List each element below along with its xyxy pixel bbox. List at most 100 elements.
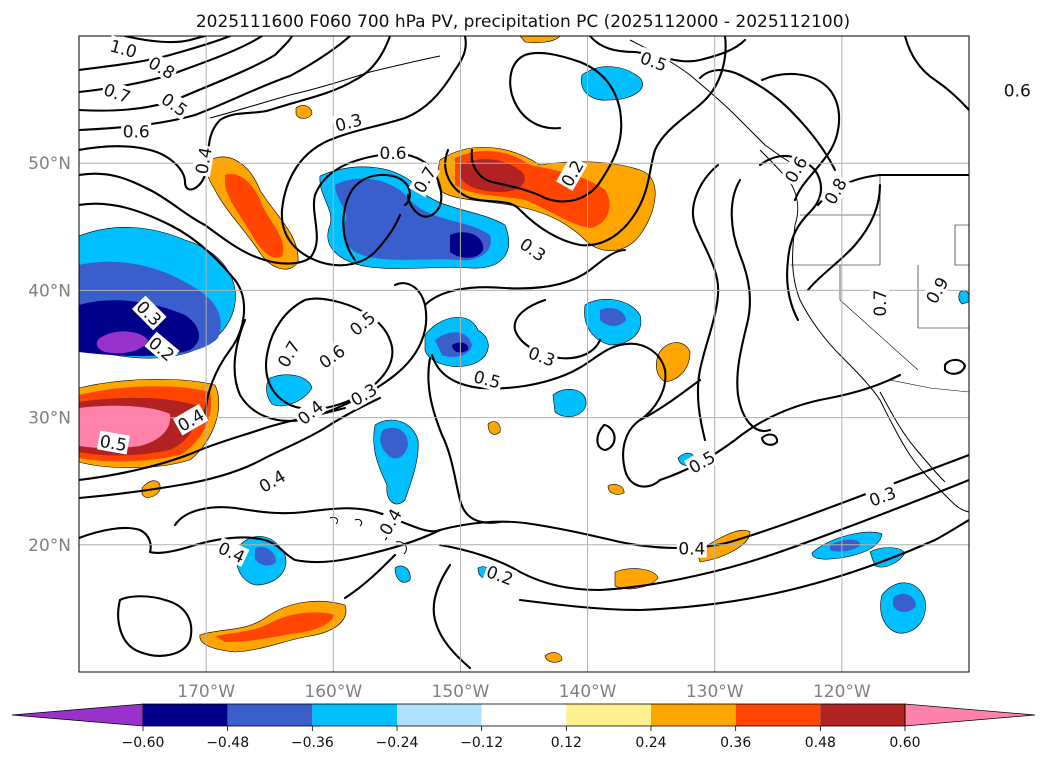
- pv-contour-line: [638, 378, 702, 422]
- contour-label-text: 0.4: [678, 540, 705, 560]
- precip-pc-shading: [79, 36, 969, 663]
- contour-label-bg: [921, 272, 953, 308]
- colorbar-label-4: −0.12: [460, 735, 503, 751]
- precip-region-haw-036b: [552, 388, 587, 418]
- colorbar-label-2: −0.36: [291, 735, 334, 751]
- gridlines: [79, 36, 969, 672]
- lon-tick-label-4: 130°W: [686, 682, 744, 702]
- contour-label-bg: [870, 288, 889, 319]
- contour-label-bg: [779, 151, 812, 188]
- contour-label-text: 0.7: [871, 290, 891, 317]
- colorbar: −0.60 −0.48 −0.36 −0.24 −0.12 0.12 0.24 0.36 0.4…: [11, 703, 1036, 751]
- contour-label-bg: [345, 378, 382, 410]
- precip-region-p8: [544, 652, 563, 663]
- colorbar-frame: [142, 703, 906, 727]
- pv-contour-line: [427, 356, 502, 524]
- colorbar-segment-1: [227, 704, 313, 726]
- contour-label-bg: [408, 161, 441, 198]
- contour-label-bg: [556, 155, 588, 191]
- border-us-mexico: [889, 379, 969, 393]
- contour-label-bg: [313, 339, 350, 373]
- lon-tick-labels: 170°W 160°W 150°W 140°W 130°W 120°W: [177, 682, 871, 702]
- precip-region-soa-036: [225, 174, 284, 258]
- pv-contour-line: [79, 202, 237, 282]
- precip-region-soh-036: [215, 612, 335, 642]
- pv-contour-line: [343, 553, 397, 600]
- colorbar-segment-4: [481, 704, 567, 726]
- pv-contour-line: [730, 178, 772, 432]
- contour-label-bg: [636, 46, 672, 76]
- contour-label-bg: [131, 295, 167, 331]
- contour-label-bg: [214, 537, 250, 567]
- colorbar-label-3: −0.24: [376, 735, 419, 751]
- pv-contour-line: [691, 163, 720, 442]
- pv-contour-line: [123, 36, 207, 44]
- contour-label-bg: [515, 232, 551, 266]
- precip-region-haw-036: [380, 427, 408, 459]
- lat-tick-label-2: 40°N: [28, 281, 71, 301]
- map-frame: [78, 35, 970, 673]
- precip-region-b4: [958, 290, 969, 305]
- colorbar-extend-high: [904, 703, 1036, 727]
- colorbar-label-0: −0.60: [122, 735, 165, 751]
- lat-tick-label-3: 50°N: [28, 154, 71, 174]
- precip-region-p5: [295, 105, 313, 119]
- contour-label-bg: [676, 538, 707, 558]
- contour-label-33: 0.2: [482, 560, 518, 590]
- lon-tick-label-0: 170°W: [177, 682, 235, 702]
- pv-contour-line: [79, 36, 294, 112]
- pv-contour-line: [943, 358, 967, 375]
- pv-contour-line: [79, 36, 232, 72]
- contour-label-bg: [272, 336, 305, 372]
- pv-contour-line: [444, 36, 727, 247]
- contour-label-bg: [470, 365, 505, 393]
- colorbar-segment-2: [312, 704, 397, 726]
- contour-label-bg: [865, 481, 900, 511]
- pv-contour-line: [518, 518, 969, 612]
- colorbar-segment-6: [651, 704, 736, 726]
- contour-label-bg: [524, 342, 560, 371]
- colorbar-label-1: −0.48: [206, 735, 249, 751]
- precip-region-goa-048: [460, 159, 525, 192]
- lat-tick-label-0: 20°N: [28, 536, 71, 556]
- border-nv: [839, 265, 919, 371]
- chart-title: 2025111600 F060 700 hPa PV, precipitatio…: [196, 12, 850, 32]
- colorbar-segment-0: [143, 704, 228, 726]
- map-content: [79, 36, 969, 672]
- pv-contour-line: [760, 433, 779, 446]
- contour-label-bg: [374, 503, 406, 540]
- contour-label-bg: [96, 430, 130, 455]
- contour-label-text: 0.6: [380, 144, 407, 164]
- pv-contour-line: [698, 69, 837, 172]
- contour-label-32: 0.4: [676, 538, 707, 560]
- contour-label-4: 0.6: [121, 121, 152, 142]
- contour-label-bg: [482, 560, 518, 589]
- lon-tick-label-2: 150°W: [432, 682, 490, 702]
- pv-contour-line: [470, 51, 623, 203]
- colorbar-label-8: 0.48: [805, 735, 836, 751]
- precip-region-p7: [487, 421, 501, 435]
- precip-region-b1: [394, 565, 411, 583]
- coastline-baja: [879, 391, 946, 483]
- colorbar-label-5: 0.12: [551, 735, 582, 751]
- contour-label-bg: [144, 51, 180, 84]
- contour-label-bg: [292, 395, 328, 430]
- contour-label-bg: [99, 78, 135, 107]
- pv-contour-line: [79, 172, 312, 265]
- contour-label-bg: [819, 173, 851, 209]
- contour-label-bg: [172, 403, 209, 436]
- pv-contour-line: [79, 36, 392, 191]
- coastline-hawaii: [329, 517, 407, 555]
- pv-contour-line: [903, 36, 969, 112]
- precip-region-p9: [607, 484, 625, 495]
- precip-region-ep-036: [893, 593, 916, 612]
- colorbar-segment-7: [735, 704, 821, 726]
- political-borders: [790, 174, 969, 393]
- precip-region-sw-036: [255, 546, 276, 566]
- pv-contour-line: [438, 478, 969, 592]
- pv-contour-line: [430, 342, 667, 488]
- lat-tick-labels: 20°N 30°N 40°N 50°N: [28, 154, 71, 556]
- pv-contour-line: [117, 595, 193, 657]
- contour-label-text: 0.6: [1004, 82, 1031, 102]
